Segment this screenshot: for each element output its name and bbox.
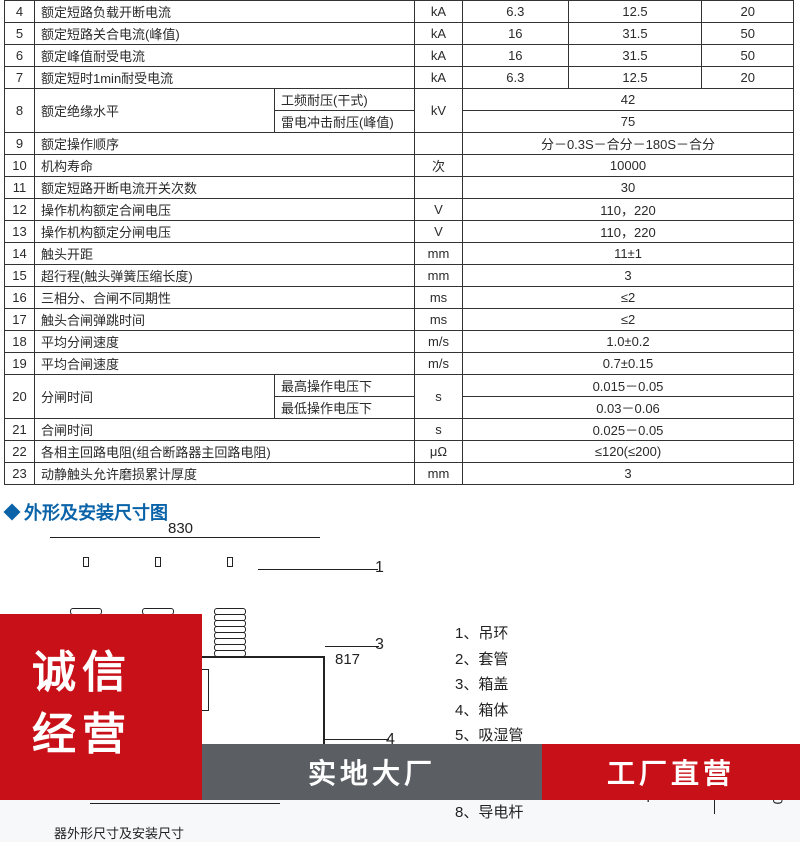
banner-right: 工厂直营 (542, 744, 800, 800)
legend-item: 2、套管 (455, 647, 538, 673)
row-name: 额定短路负载开断电流 (35, 1, 415, 23)
leader-line (325, 646, 379, 647)
table-row: 13操作机构额定分闸电压V110，220 (5, 221, 794, 243)
table-row: 19平均合闸速度m/s0.7±0.15 (5, 353, 794, 375)
table-row: 5额定短路关合电流(峰值)kA1631.550 (5, 23, 794, 45)
dimension-base: 560 (90, 803, 280, 804)
legend-item: 4、箱体 (455, 698, 538, 724)
table-row: 12操作机构额定合闸电压V110，220 (5, 199, 794, 221)
callout-3: 3 (375, 636, 384, 654)
table-row: 18平均分闸速度m/s1.0±0.2 (5, 331, 794, 353)
banner-left: 诚信 经营 (0, 614, 202, 800)
bushing-icon (214, 561, 246, 656)
table-row: 8额定绝缘水平工频耐压(干式)kV42 (5, 89, 794, 111)
table-row: 6额定峰值耐受电流kA1631.550 (5, 45, 794, 67)
leader-line (325, 739, 389, 740)
diagram-caption: 器外形尺寸及安装尺寸 (54, 823, 184, 842)
table-row: 7额定短时1min耐受电流kA6.312.520 (5, 67, 794, 89)
section-title: 外形及安装尺寸图 (6, 499, 800, 525)
table-row: 16三相分、合闸不同期性ms≤2 (5, 287, 794, 309)
diamond-icon (4, 504, 21, 521)
dimension-height: 817 (335, 651, 360, 668)
page-root: 4额定短路负载开断电流kA6.312.520 5额定短路关合电流(峰值)kA16… (0, 0, 800, 800)
table-row: 22各相主回路电阻(组合断路器主回路电阻)μΩ≤120(≤200) (5, 441, 794, 463)
leader-line (258, 569, 378, 570)
callout-1: 1 (375, 559, 384, 577)
banner-left-l2: 经营 (32, 704, 202, 766)
table-row: 11额定短路开断电流开关次数30 (5, 177, 794, 199)
legend-item: 1、吊环 (455, 621, 538, 647)
table-row: 15超行程(触头弹簧压缩长度)mm3 (5, 265, 794, 287)
row-unit: kA (415, 1, 463, 23)
table-row: 4额定短路负载开断电流kA6.312.520 (5, 1, 794, 23)
legend-item: 3、箱盖 (455, 672, 538, 698)
row-val: 6.3 (463, 1, 569, 23)
banner-mid: 实地大厂 (202, 744, 542, 800)
dimension-width: 830 (50, 537, 320, 538)
banner-left-l1: 诚信 (32, 642, 202, 704)
table-row: 17触头合闸弹跳时间ms≤2 (5, 309, 794, 331)
legend-item: 8、导电杆 (455, 800, 538, 826)
table-row: 20分闸时间最高操作电压下s0.015－0.05 (5, 375, 794, 397)
table-row: 23动静触头允许磨损累计厚度mm3 (5, 463, 794, 485)
row-idx: 4 (5, 1, 35, 23)
row-val: 12.5 (568, 1, 702, 23)
row-val: 20 (702, 1, 794, 23)
dim-830-label: 830 (168, 520, 193, 537)
section-title-text: 外形及安装尺寸图 (24, 499, 168, 525)
table-row: 21合闸时间s0.025－0.05 (5, 419, 794, 441)
spec-table: 4额定短路负载开断电流kA6.312.520 5额定短路关合电流(峰值)kA16… (4, 0, 794, 485)
dim-817-label: 817 (335, 651, 360, 668)
table-row: 10机构寿命次10000 (5, 155, 794, 177)
banner-mid-text: 实地大厂 (308, 752, 436, 792)
table-row: 14触头开距mm11±1 (5, 243, 794, 265)
banner-right-text: 工厂直营 (607, 752, 735, 792)
table-row: 9额定操作顺序分－0.3S－合分－180S－合分 (5, 133, 794, 155)
